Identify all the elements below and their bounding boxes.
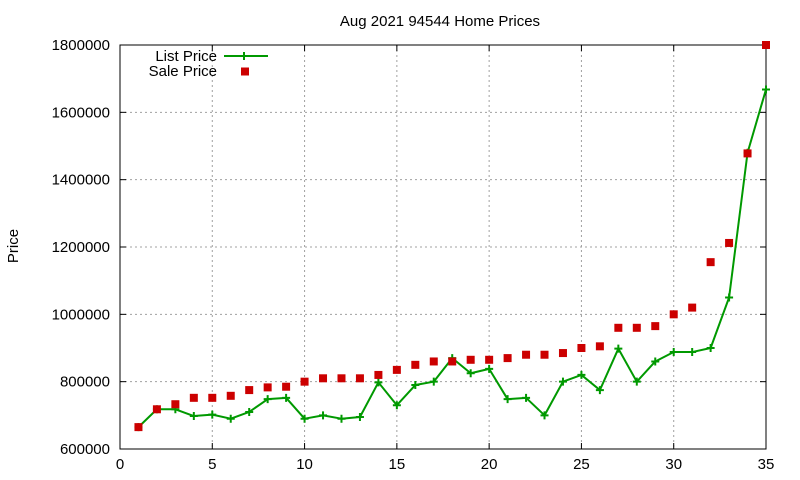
- sale-price-point: [263, 383, 272, 392]
- y-tick-label: 800000: [60, 374, 110, 391]
- sale-price-point: [558, 349, 567, 358]
- y-tick-label: 1800000: [52, 37, 110, 54]
- y-tick-label: 600000: [60, 441, 110, 458]
- y-tick-label: 1200000: [52, 239, 110, 256]
- sale-price-point: [282, 382, 291, 391]
- sale-price-point: [725, 238, 734, 247]
- sale-price-point: [245, 386, 254, 395]
- sale-price-point: [208, 393, 217, 402]
- list-price-point: [374, 378, 383, 387]
- sale-price-point: [651, 322, 660, 331]
- series-layer: [134, 41, 770, 432]
- list-price-point: [540, 411, 549, 420]
- grid-lines: [120, 45, 766, 449]
- list-price-point: [245, 407, 254, 416]
- legend-list-price-marker: [240, 52, 248, 60]
- sale-price-point: [743, 149, 752, 158]
- sale-price-point: [522, 350, 531, 359]
- sale-price-point: [171, 400, 180, 409]
- sale-price-point: [300, 377, 309, 386]
- tick-labels: 0 5 10 15 20 25 30 35 600000 800000 1000000 1200000…: [52, 37, 775, 473]
- list-price-point: [337, 414, 346, 423]
- list-price-point: [688, 348, 697, 357]
- sale-price-point: [448, 357, 457, 366]
- sale-price-point: [134, 423, 143, 432]
- sale-price-point: [540, 350, 549, 359]
- legend-label-sale-price: Sale Price: [149, 63, 217, 80]
- sale-price-point: [466, 355, 475, 364]
- list-price-point: [392, 401, 401, 410]
- list-price-point: [725, 293, 734, 302]
- x-tick-label: 0: [116, 456, 124, 473]
- list-price-point: [651, 357, 660, 366]
- list-price-point: [282, 393, 291, 402]
- list-price-point: [485, 364, 494, 373]
- x-tick-label: 25: [573, 456, 590, 473]
- sale-price-point: [374, 370, 383, 379]
- list-price-line: [137, 89, 767, 428]
- list-price-point: [762, 85, 770, 94]
- x-tick-label: 15: [389, 456, 406, 473]
- legend: List Price Sale Price: [149, 48, 268, 80]
- legend-sale-price-marker: [241, 67, 249, 76]
- list-price-point: [319, 411, 328, 420]
- sale-price-point: [632, 323, 641, 332]
- sale-price-point: [319, 374, 328, 383]
- y-tick-label: 1600000: [52, 104, 110, 121]
- list-price-point: [355, 413, 364, 422]
- sale-price-point: [226, 391, 235, 400]
- list-price-point: [411, 381, 420, 390]
- x-tick-label: 20: [481, 456, 498, 473]
- list-price-point: [300, 414, 309, 423]
- y-tick-label: 1400000: [52, 172, 110, 189]
- list-price-point: [522, 393, 531, 402]
- list-price-point: [226, 414, 235, 423]
- sale-price-point: [189, 393, 198, 402]
- sale-price-point: [411, 360, 420, 369]
- sale-price-point: [503, 354, 512, 363]
- x-tick-label: 5: [208, 456, 216, 473]
- sale-price-point: [669, 310, 678, 319]
- x-tick-label: 30: [665, 456, 682, 473]
- legend-label-list-price: List Price: [155, 48, 217, 65]
- x-tick-label: 10: [296, 456, 313, 473]
- list-price-point: [595, 386, 604, 395]
- sale-price-point: [577, 344, 586, 352]
- list-price-point: [706, 344, 715, 352]
- list-price-point: [558, 377, 567, 386]
- list-price-point: [614, 344, 623, 353]
- sale-price-point: [614, 323, 623, 332]
- y-axis-title: Price: [5, 229, 22, 263]
- sale-price-point: [688, 303, 697, 312]
- list-price-point: [189, 412, 198, 421]
- sale-price-point: [392, 365, 401, 374]
- sale-price-point: [429, 357, 438, 366]
- list-price-point: [263, 395, 272, 404]
- sale-price-point: [706, 258, 715, 267]
- sale-price-point: [355, 374, 364, 383]
- list-price-point: [429, 377, 438, 386]
- list-price-point: [577, 370, 586, 379]
- list-price-point: [503, 395, 512, 404]
- sale-price-point: [762, 41, 770, 49]
- sale-price-point: [485, 355, 494, 364]
- y-tick-label: 1000000: [52, 306, 110, 323]
- list-price-point: [669, 348, 678, 357]
- plot-frame: [119, 44, 767, 450]
- chart-title: Aug 2021 94544 Home Prices: [340, 13, 540, 30]
- x-tick-label: 35: [758, 456, 775, 473]
- sale-price-point: [595, 342, 604, 351]
- list-price-point: [208, 410, 217, 419]
- sale-price-point: [152, 405, 161, 414]
- sale-price-point: [337, 374, 346, 383]
- list-price-point: [466, 369, 475, 378]
- list-price-point: [632, 377, 641, 386]
